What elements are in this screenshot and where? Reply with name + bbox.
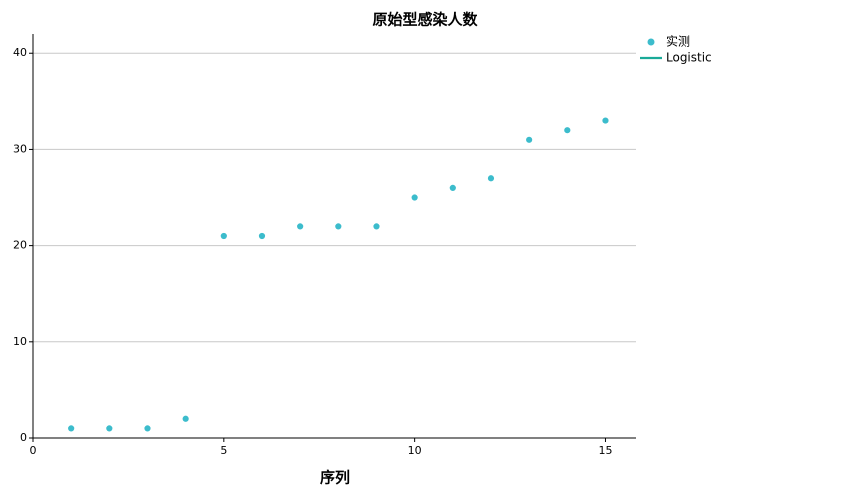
y-tick-label: 10 [13, 335, 27, 348]
x-axis-label: 序列 [320, 469, 350, 487]
y-tick-label: 30 [13, 142, 27, 155]
data-point [258, 232, 266, 240]
y-tick-label: 0 [20, 431, 27, 444]
legend-label: Logistic [666, 51, 712, 65]
data-point [67, 424, 76, 433]
x-tick-label: 15 [598, 444, 612, 457]
data-point [525, 135, 534, 144]
y-tick-label: 20 [13, 239, 27, 252]
data-point [181, 414, 190, 423]
data-point [334, 222, 343, 231]
data-point [410, 193, 419, 202]
x-tick-label: 10 [408, 444, 422, 457]
data-point [448, 184, 457, 192]
data-point [296, 222, 305, 231]
x-tick-label: 0 [30, 444, 37, 457]
data-point [563, 126, 572, 135]
chart-title: 原始型感染人数 [372, 11, 478, 29]
x-tick-label: 5 [220, 444, 227, 457]
data-point [143, 424, 152, 433]
data-point [372, 222, 381, 231]
data-point [601, 116, 610, 125]
data-point [219, 232, 228, 240]
legend-swatch [647, 38, 655, 46]
data-point [487, 174, 495, 183]
y-tick-label: 40 [13, 46, 27, 59]
data-point [105, 424, 114, 433]
legend-label: 实测 [666, 34, 690, 49]
